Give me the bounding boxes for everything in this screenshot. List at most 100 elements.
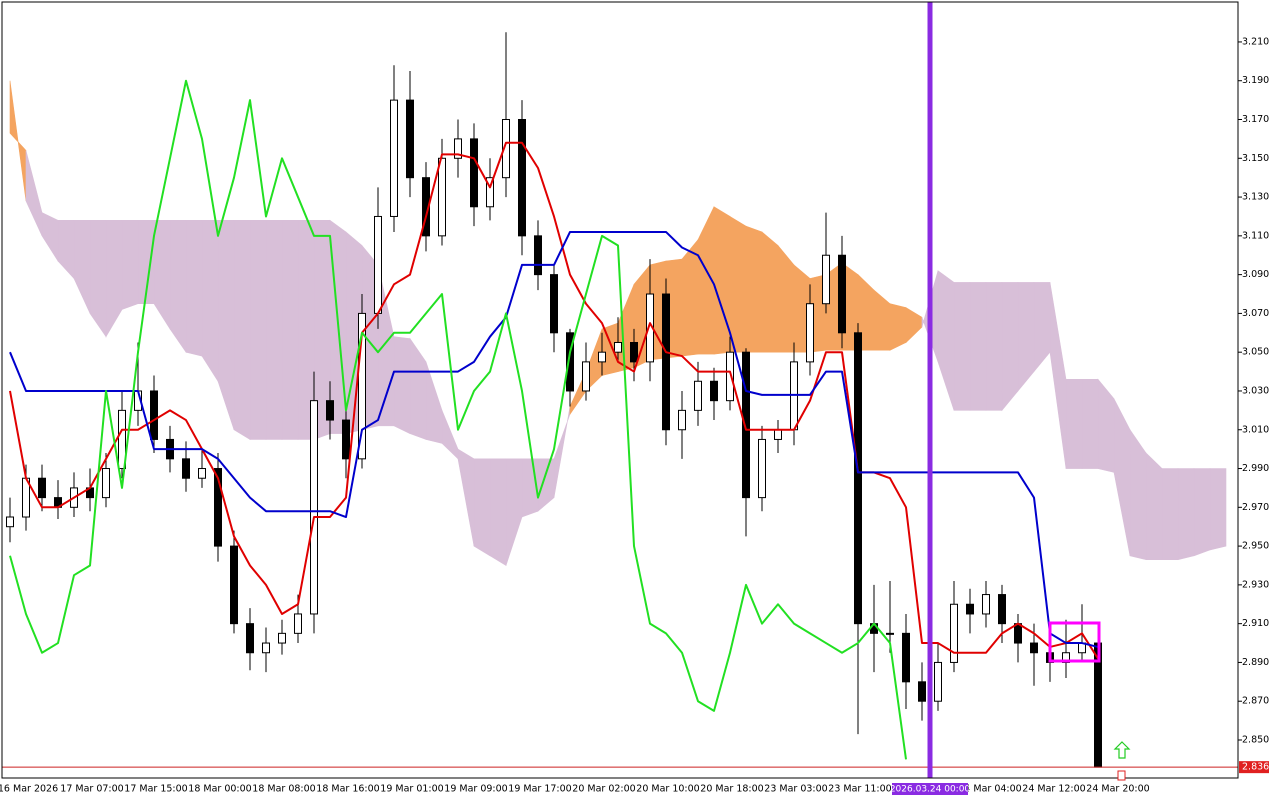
x-tick-label: 24 Mar 20:00 (1086, 784, 1149, 795)
indicator-line (9, 230, 1099, 648)
plot-area (2, 2, 1238, 778)
candle-body (902, 632, 910, 683)
y-tick-label: 2.930 (1242, 579, 1269, 590)
y-tick-label: 2.950 (1242, 541, 1269, 552)
cloud-segment (41, 212, 59, 263)
cloud-segment (889, 303, 907, 351)
candle-body (374, 215, 382, 314)
y-tick-label: 3.110 (1242, 230, 1269, 241)
candle-body (838, 254, 846, 334)
candle-body (630, 341, 638, 363)
candle-body (486, 177, 494, 208)
y-tick-label: 2.910 (1242, 618, 1269, 629)
candle-body (1030, 642, 1038, 654)
candle-body (966, 603, 974, 615)
cloud-segment (281, 220, 299, 440)
y-tick-label: 3.170 (1242, 114, 1269, 125)
cloud-segment (937, 270, 955, 411)
cloud-segment (1081, 379, 1099, 469)
cloud-segment (969, 282, 987, 411)
cloud-segment (393, 336, 411, 435)
indicator-line (9, 79, 907, 760)
cloud-segment (25, 150, 43, 236)
cloud-segment (1177, 468, 1195, 561)
candle-body (550, 274, 558, 334)
cloud-segment (1209, 468, 1227, 551)
candle-body (294, 613, 302, 634)
x-tick-label: 23 Mar 03:00 (764, 784, 827, 795)
x-tick-label: 23 Mar 11:00 (828, 784, 891, 795)
cloud-segment (265, 220, 283, 440)
candle-body (534, 235, 542, 276)
x-tick-label: 19 Mar 17:00 (508, 784, 571, 795)
cloud-segment (985, 282, 1003, 411)
cloud-segment (553, 406, 571, 498)
cloud-segment (489, 458, 507, 567)
cloud-segment (777, 244, 795, 353)
candle-body (678, 409, 686, 431)
y-tick-label: 2.990 (1242, 463, 1269, 474)
candle-body (854, 332, 862, 625)
candle-body (694, 380, 702, 411)
candle-body (150, 390, 158, 440)
cloud-segment (457, 448, 475, 547)
candle-body (326, 400, 334, 421)
candle-body (726, 351, 734, 402)
candle-body (742, 351, 750, 499)
candle-body (566, 332, 574, 392)
cloud-segment (169, 220, 187, 354)
cloud-segment (473, 458, 491, 557)
y-tick-label: 3.030 (1242, 385, 1269, 396)
candle-body (710, 380, 718, 402)
candle-body (470, 138, 478, 208)
candle-body (246, 623, 254, 654)
last-price-label: 2.836 (1242, 762, 1269, 773)
y-tick-label: 3.090 (1242, 269, 1269, 280)
cloud-segment (185, 220, 203, 357)
cloud-segment (1001, 282, 1019, 412)
cloud-segment (537, 458, 555, 512)
y-tick-label: 3.050 (1242, 347, 1269, 358)
candle-body (886, 632, 894, 635)
candle-body (454, 138, 462, 159)
candle-body (998, 594, 1006, 625)
candle-body (182, 458, 190, 479)
x-tick-label: 17 Mar 15:00 (124, 784, 187, 795)
cloud-segment (105, 220, 123, 338)
candle-body (518, 119, 526, 237)
candle-body (342, 419, 350, 460)
cloud-segment (681, 238, 699, 357)
cloud-segment (953, 282, 971, 411)
candle-body (614, 341, 622, 353)
cloud-segment (1065, 379, 1083, 469)
x-tick-label: 24 Mar 12:00 (1022, 784, 1085, 795)
candle-body (214, 468, 222, 547)
x-tick-label: 20 Mar 10:00 (636, 784, 699, 795)
candle-body (582, 361, 590, 392)
candle-body (1014, 623, 1022, 644)
x-tick-label: 18 Mar 08:00 (252, 784, 315, 795)
cloud-segment (1049, 282, 1067, 469)
y-tick-label: 3.130 (1242, 192, 1269, 203)
highlight-box (1048, 621, 1101, 663)
x-tick-label: 20 Mar 02:00 (572, 784, 635, 795)
candle-body (662, 293, 670, 431)
cloud-segment (1097, 378, 1115, 473)
cloud-segment (121, 220, 139, 310)
cloud-segment (1113, 398, 1131, 556)
x-tick-label: 16 Mar 2026 (0, 784, 58, 795)
candle-body (982, 594, 990, 615)
cloud-segment (153, 220, 171, 330)
candle-body (390, 99, 398, 217)
x-tick-label: 19 Mar 09:00 (444, 784, 507, 795)
y-tick-label: 2.970 (1242, 502, 1269, 513)
plot-border (1, 1, 1239, 779)
candle-body (278, 632, 286, 644)
cloud-segment (1145, 452, 1163, 560)
candle-body (758, 438, 766, 499)
y-tick-label: 3.190 (1242, 75, 1269, 86)
cloud-segment (505, 458, 523, 566)
cloud-segment (73, 220, 91, 314)
x-tick-label: 19 Mar 01:00 (380, 784, 443, 795)
